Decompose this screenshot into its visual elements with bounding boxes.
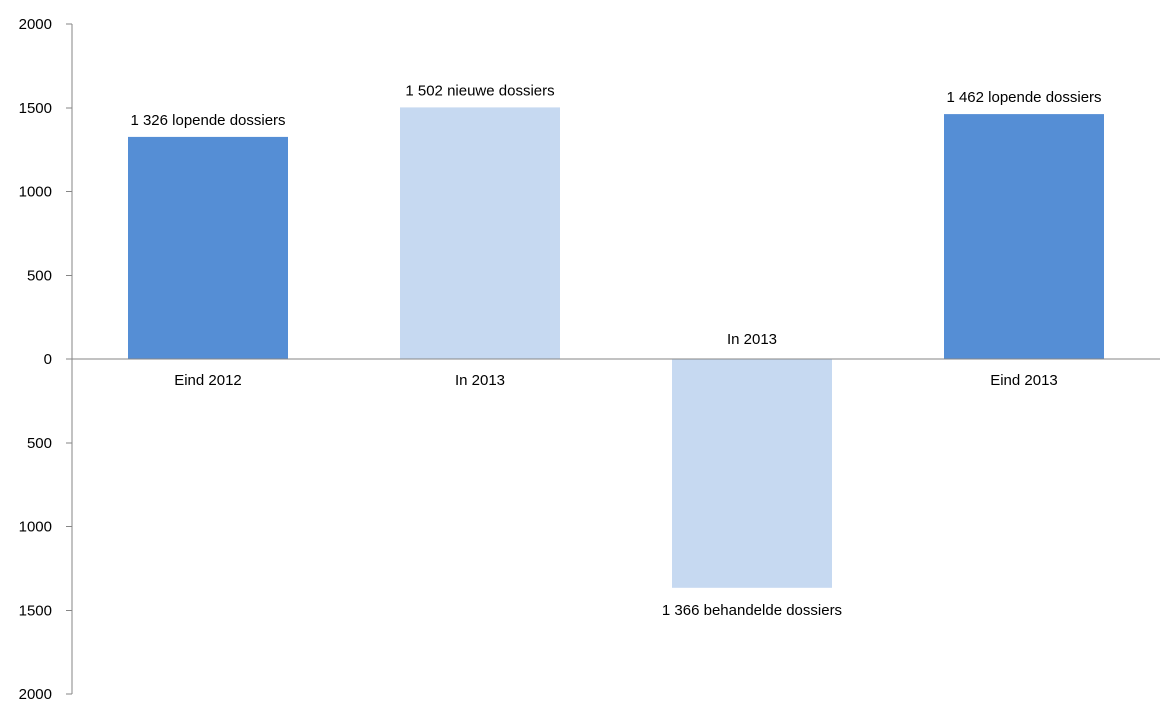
y-tick-label: 2000 <box>19 686 52 702</box>
category-label: Eind 2013 <box>990 372 1058 389</box>
y-tick-label: 1000 <box>19 519 52 536</box>
bar-0 <box>128 136 288 359</box>
y-tick-label: 2000 <box>19 16 52 33</box>
category-label: In 2013 <box>455 372 505 389</box>
bars-group <box>128 107 1104 588</box>
labels-group: 2000 1500 1000 500 0 500 1000 1500 2000 Eind 2012… <box>19 16 1102 702</box>
y-tick-label: 0 <box>44 351 52 368</box>
data-label: 1 502 nieuwe dossiers <box>405 82 554 99</box>
bar-2 <box>672 359 832 588</box>
bar-3 <box>944 114 1104 359</box>
data-label: 1 366 behandelde dossiers <box>662 602 842 619</box>
bar-1 <box>400 107 560 360</box>
category-label: Eind 2012 <box>174 372 242 389</box>
axes-group <box>66 23 1160 695</box>
category-label: In 2013 <box>727 331 777 348</box>
y-tick-label: 500 <box>27 267 52 284</box>
y-tick-label: 1500 <box>19 602 52 619</box>
y-tick-label: 1000 <box>19 184 52 201</box>
data-label: 1 462 lopende dossiers <box>946 89 1101 106</box>
data-label: 1 326 lopende dossiers <box>130 112 285 129</box>
y-tick-label: 500 <box>27 435 52 452</box>
y-tick-label: 1500 <box>19 100 52 117</box>
